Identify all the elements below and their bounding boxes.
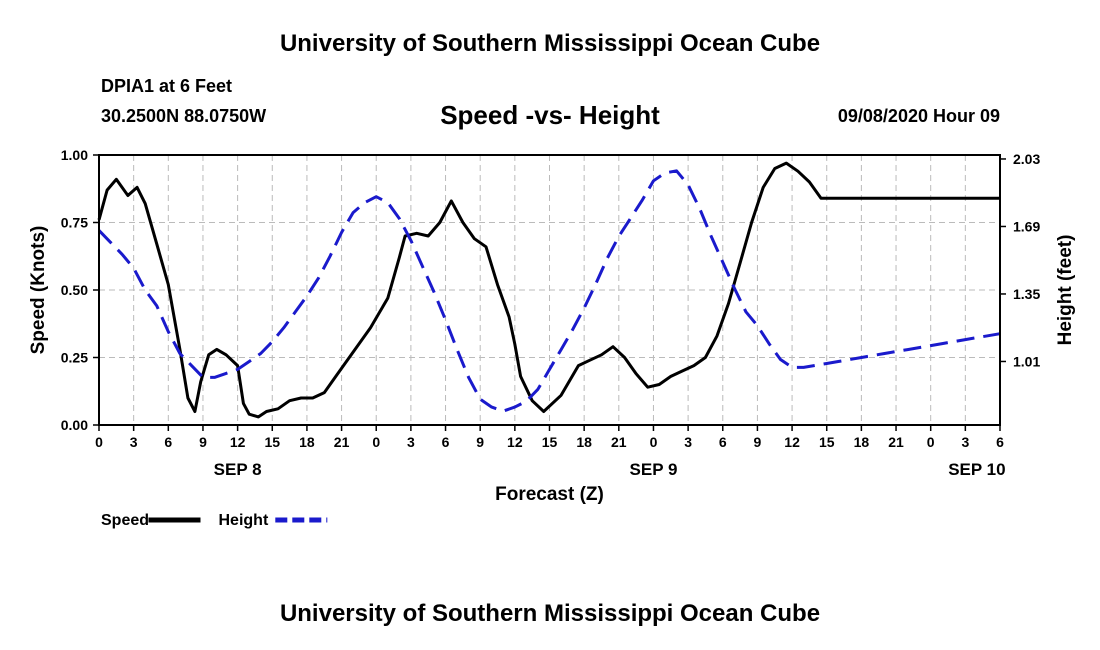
x-tick-label: 6 bbox=[996, 434, 1004, 450]
grid-lines bbox=[99, 155, 1000, 425]
x-tick-label: 6 bbox=[719, 434, 727, 450]
series-layer bbox=[97, 161, 1001, 419]
footer-title: University of Southern Mississippi Ocean… bbox=[279, 600, 821, 627]
x-tick-label: 3 bbox=[130, 434, 138, 450]
x-tick-label: 12 bbox=[784, 434, 800, 450]
x-tick-label: 9 bbox=[476, 434, 484, 450]
x-tick-label: 21 bbox=[334, 434, 350, 450]
legend-label-speed: Speed bbox=[101, 512, 149, 529]
chart-subtitle: Speed -vs- Height bbox=[440, 100, 660, 130]
x-tick-label: 0 bbox=[372, 434, 380, 450]
y2-tick-label: 1.69 bbox=[1013, 218, 1040, 234]
y-tick-label: 0.50 bbox=[61, 282, 88, 298]
x-tick-label: 15 bbox=[542, 434, 558, 450]
x-tick-label: 9 bbox=[754, 434, 762, 450]
x-tick-label: 12 bbox=[230, 434, 246, 450]
date-label: SEP 9 bbox=[630, 460, 678, 479]
x-tick-label: 18 bbox=[854, 434, 870, 450]
x-tick-label: 3 bbox=[407, 434, 415, 450]
x-tick-label: 15 bbox=[819, 434, 835, 450]
legend-label-height: Height bbox=[219, 512, 269, 529]
x-tick-label: 21 bbox=[888, 434, 904, 450]
y2-tick-label: 1.35 bbox=[1013, 286, 1040, 302]
station-label: DPIA1 at 6 Feet bbox=[101, 76, 233, 96]
y-tick-label: 1.00 bbox=[61, 147, 88, 163]
y2-tick-label: 1.01 bbox=[1013, 353, 1040, 369]
date-label: SEP 8 bbox=[214, 460, 262, 479]
x-axis-title: Forecast (Z) bbox=[495, 484, 604, 505]
x-tick-label: 3 bbox=[961, 434, 969, 450]
x-tick-label: 12 bbox=[507, 434, 523, 450]
series-line-speed bbox=[97, 161, 1000, 419]
y-tick-label: 0.25 bbox=[61, 350, 88, 366]
y-tick-label: 0.75 bbox=[61, 215, 88, 231]
date-label: SEP 10 bbox=[948, 460, 1005, 479]
date-stamp: 09/08/2020 Hour 09 bbox=[837, 106, 1000, 126]
axis-ticks: 0 3 6 9 12 15 18 21 0 3 6 9 12 15 18 21 0 3 6 9 12 15 18 21 0 3 6 0… bbox=[61, 147, 1041, 479]
y-axis-title: Speed (Knots) bbox=[28, 226, 49, 355]
x-tick-label: 6 bbox=[442, 434, 450, 450]
x-tick-label: 18 bbox=[299, 434, 315, 450]
x-tick-label: 15 bbox=[264, 434, 280, 450]
x-tick-label: 9 bbox=[199, 434, 207, 450]
x-tick-label: 18 bbox=[576, 434, 592, 450]
series-line-height bbox=[97, 169, 1001, 413]
x-tick-label: 21 bbox=[611, 434, 627, 450]
y2-axis-title: Height (feet) bbox=[1055, 235, 1076, 346]
x-tick-label: 0 bbox=[95, 434, 103, 450]
y2-tick-label: 2.03 bbox=[1013, 151, 1040, 167]
coordinates-label: 30.2500N 88.0750W bbox=[101, 106, 267, 126]
chart-title: University of Southern Mississippi Ocean… bbox=[279, 30, 821, 57]
legend: Speed Height bbox=[101, 512, 328, 529]
y-tick-label: 0.00 bbox=[61, 417, 88, 433]
x-tick-label: 6 bbox=[164, 434, 172, 450]
x-tick-label: 0 bbox=[927, 434, 935, 450]
x-tick-label: 3 bbox=[684, 434, 692, 450]
x-tick-label: 0 bbox=[650, 434, 658, 450]
